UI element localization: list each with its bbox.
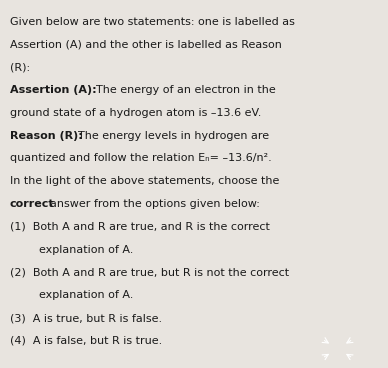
- Text: (4)  A is false, but R is true.: (4) A is false, but R is true.: [10, 336, 162, 346]
- Text: explanation of A.: explanation of A.: [39, 290, 133, 300]
- Text: Assertion (A):: Assertion (A):: [10, 85, 96, 95]
- Text: (2)  Both A and R are true, but R is not the correct: (2) Both A and R are true, but R is not …: [10, 268, 289, 277]
- Text: Given below are two statements: one is labelled as: Given below are two statements: one is l…: [10, 17, 294, 26]
- Text: In the light of the above statements, choose the: In the light of the above statements, ch…: [10, 176, 279, 186]
- Text: Assertion (A) and the other is labelled as Reason: Assertion (A) and the other is labelled …: [10, 39, 282, 49]
- Text: correct: correct: [10, 199, 54, 209]
- Text: (3)  A is true, but R is false.: (3) A is true, but R is false.: [10, 313, 162, 323]
- Text: quantized and follow the relation Eₙ= –13.6/n².: quantized and follow the relation Eₙ= –1…: [10, 153, 272, 163]
- Text: (1)  Both A and R are true, and R is the correct: (1) Both A and R are true, and R is the …: [10, 222, 270, 232]
- Text: The energy of an electron in the: The energy of an electron in the: [96, 85, 275, 95]
- Text: explanation of A.: explanation of A.: [39, 245, 133, 255]
- Text: Reason (R):: Reason (R):: [10, 131, 82, 141]
- Text: The energy levels in hydrogen are: The energy levels in hydrogen are: [78, 131, 270, 141]
- Text: answer from the options given below:: answer from the options given below:: [50, 199, 260, 209]
- Text: ground state of a hydrogen atom is –13.6 eV.: ground state of a hydrogen atom is –13.6…: [10, 108, 261, 118]
- Text: (R):: (R):: [10, 62, 30, 72]
